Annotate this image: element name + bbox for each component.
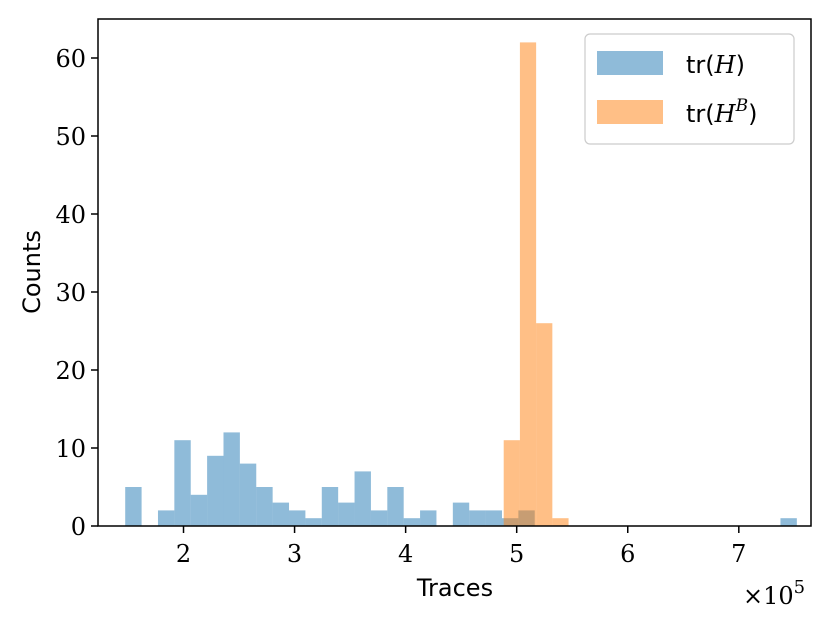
x-tick-label: 7 [731,540,746,568]
histogram-bar-tr-h- [387,487,404,526]
y-tick-label: 20 [55,357,86,385]
axis-ticks: 2 3 4 5 6 7 0 10 20 30 40 50 60 [55,45,746,568]
histogram-bar-tr-h- [207,455,224,526]
histogram-bar-tr-h- [239,463,257,526]
y-tick-label: 10 [55,435,86,463]
legend-label-tr-hb-prefix: tr( [686,100,715,128]
histogram-bar-tr-h- [469,510,486,526]
x-tick-label: 2 [176,540,191,568]
x-tick-label: 3 [287,540,302,568]
histogram-bar-tr-h- [354,471,371,526]
plot-area-frame [97,18,812,527]
legend: tr(H) tr(HB) [584,33,795,145]
histogram-bar-tr-h-b- [503,440,520,526]
legend-label-tr-hb-sup: B [735,96,749,116]
x-tick-label: 6 [620,540,635,568]
histogram-bar-tr-h- [272,502,290,526]
histogram-bar-tr-h- [190,494,208,526]
y-tick-label: 0 [71,513,86,541]
histogram-bar-tr-h- [403,518,421,526]
legend-label-tr-h-var: H [714,51,737,79]
legend-label-tr-h-close: ) [736,51,745,79]
legend-label-tr-h: tr(H) [686,51,745,79]
histogram-bar-tr-h- [420,510,437,526]
legend-label-tr-h-prefix: tr( [686,51,715,79]
legend-swatch-tr-h [597,51,663,75]
histogram-bar-tr-h- [125,487,142,526]
svg-text:×105: ×105 [743,577,805,610]
y-tick-label: 30 [55,279,86,307]
histogram-bar-tr-h- [157,510,175,526]
legend-label-tr-hb-var: H [714,100,737,128]
y-tick-label: 40 [55,201,86,229]
y-tick-label: 50 [55,123,86,151]
histogram-bar-tr-h- [370,510,388,526]
x-axis-offset-label: ×105 [743,577,805,610]
legend-label-tr-hb-close: ) [748,100,757,128]
histogram-bar-tr-h- [289,510,306,526]
y-axis-label: Counts [18,230,46,314]
x-offset-multiplier: ×10 [743,582,794,610]
legend-label-tr-hb: tr(HB) [686,96,757,128]
histogram-bar-tr-h- [223,432,240,526]
legend-swatch-tr-hb [597,100,663,124]
x-tick-label: 5 [509,540,524,568]
histogram-bar-tr-h- [338,502,355,526]
y-tick-label: 60 [55,45,86,73]
histogram-bar-tr-h-b- [519,42,537,527]
histogram-bar-tr-h- [780,518,797,526]
x-offset-exponent: 5 [794,577,805,598]
histogram-bar-tr-h- [174,440,191,526]
x-axis-label: Traces [416,574,493,602]
histogram-bar-tr-h- [305,518,322,526]
histogram-bar-tr-h-b- [552,518,569,526]
histogram-bar-tr-h-b- [536,323,553,526]
x-tick-label: 4 [398,540,413,568]
histogram-bar-tr-h- [321,487,339,526]
histogram-bar-tr-h- [485,510,502,526]
histogram-bar-tr-h- [256,487,273,526]
histogram-bar-tr-h- [452,502,470,526]
bars-layer [125,42,797,527]
